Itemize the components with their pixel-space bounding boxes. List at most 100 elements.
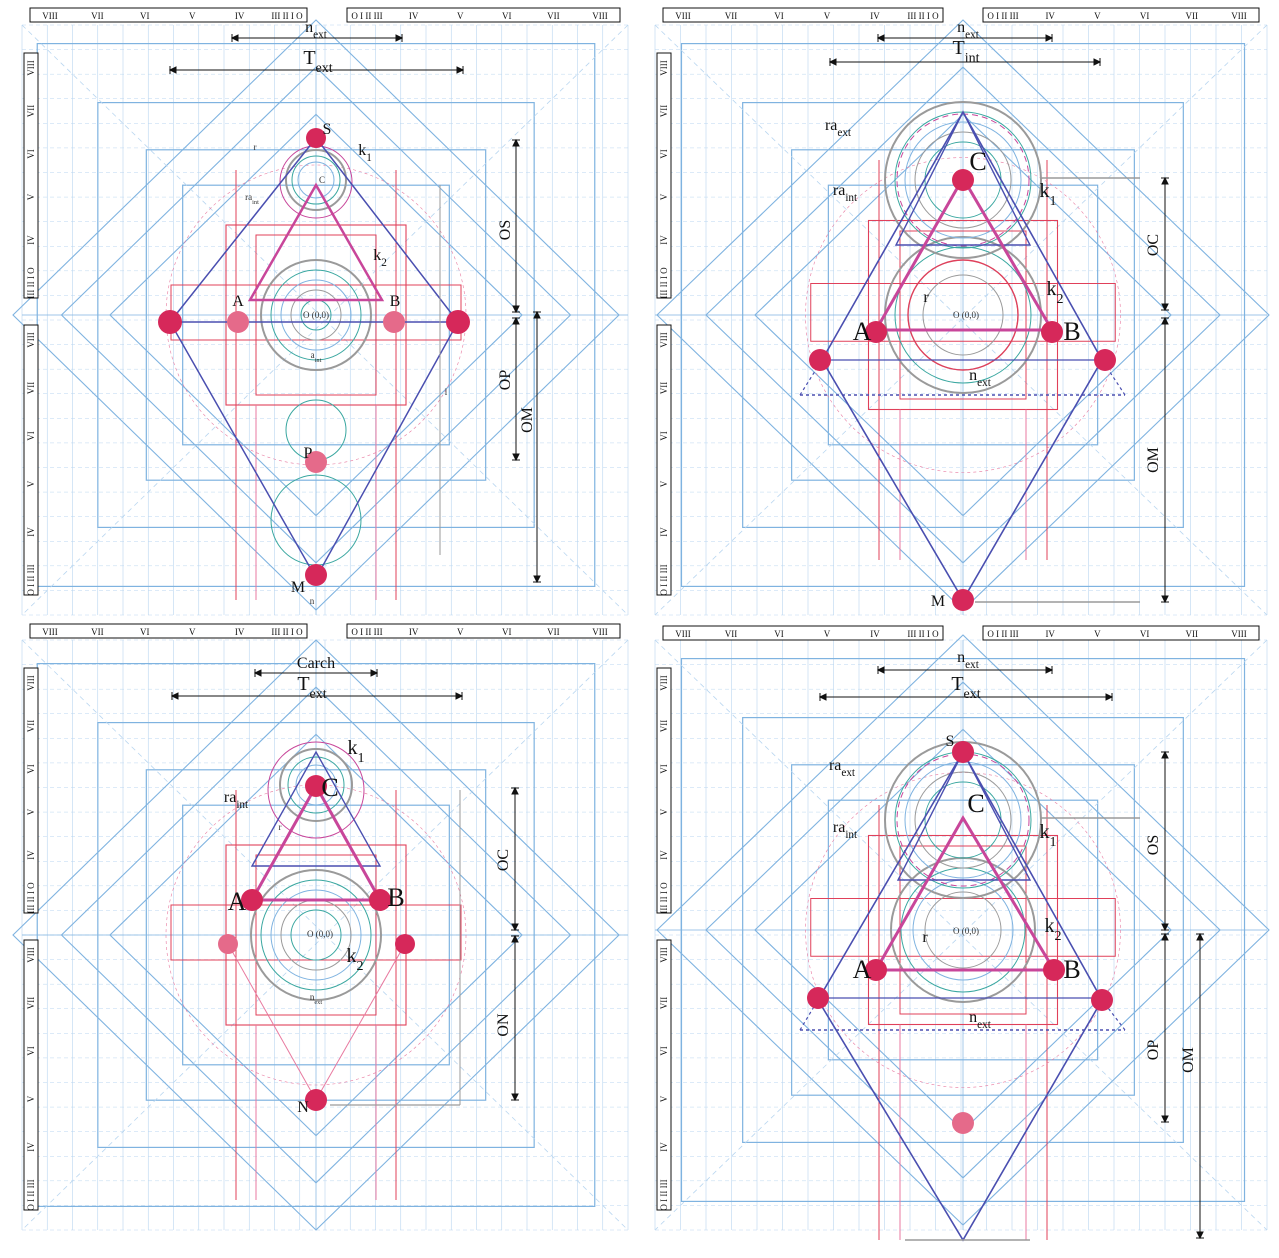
ruler-side-lower-label: VIII [26,947,36,963]
label-ra-ext: raext [825,117,852,139]
point-lower-axis [952,1112,974,1134]
label-origin: O (0,0) [303,310,329,320]
ruler-side-upper [23,667,39,914]
label-op: OP [1145,1040,1162,1061]
plan-inner-red [255,854,377,1016]
ruler-side-upper-label: IV [26,235,36,245]
circle-k1 [914,131,1012,229]
ruler-side-lower-label: VII [26,382,36,395]
ruler-top-right-label: V [1094,11,1101,21]
label-ra-ext: raext [829,757,856,779]
point-a [241,889,263,911]
label-k2: k2 [373,247,387,269]
label-origin: O (0,0) [307,929,333,939]
ruler-top-right-label: VII [547,11,560,21]
point-b [1043,959,1065,981]
ruler-side-upper-label: IV [659,235,669,245]
triangle-abc [247,182,385,302]
ruler-side-lower-label: V [26,1095,36,1102]
ruler-side-lower-label: IV [26,1142,36,1152]
triangle-abc [249,782,383,902]
circle-k2 [894,246,1032,384]
grid-diagonal [21,639,629,1231]
ruler-top-left-label: V [189,627,196,637]
ruler-side-lower-label: IV [659,527,669,537]
ruler-side-upper-label: V [659,193,669,200]
ruler-top-left-label: V [824,629,831,639]
label-om: OM [1180,1047,1197,1073]
dim-n-ext-arrow-right [1045,34,1054,42]
dim-t-ext-arrow-left [168,66,177,74]
ruler-side-lower-label: V [659,480,669,487]
point-c [305,775,327,797]
label-point-n: N [297,1099,309,1116]
grid-diagonal [21,24,629,616]
ruler-top-left-label: V [189,11,196,21]
dim-oc-arrow-top [1161,176,1169,185]
label-point-b: B [390,293,401,310]
plan-outer-red [867,834,1059,1026]
label-point-a: A [232,293,244,310]
ruler-top-left-label: VI [140,11,150,21]
ruler-side-upper-label: VIII [659,675,669,691]
circle-k1 [279,748,353,822]
ruler-top-left [662,7,944,23]
ruler-side-lower-label: IV [659,1142,669,1152]
label-n-ext-bottom: next [969,1009,992,1031]
ruler-side-upper [23,52,39,299]
dashed-base-left [799,359,823,396]
label-point-p: P [304,445,313,462]
ruler-top-right-label: VI [502,627,512,637]
ruler-side-lower-label: VIII [26,332,36,348]
point-right-outer [395,934,415,954]
label-point-m: M [291,579,305,596]
navy-upper-triangle [896,750,1032,881]
ruler-top-left-label: VIII [42,11,58,21]
navy-upper-triangle [250,750,382,867]
dim-on-arrow-bottom [511,1093,519,1102]
dim-t-ext-arrow-left [818,693,827,701]
point-left-outer [807,987,829,1009]
grid-diagonal [654,24,1268,616]
dim-om-arrow-top [1196,932,1204,941]
dim-os-arrow-bottom [512,305,520,314]
circle-k1 [291,155,341,205]
point-n [305,1089,327,1111]
ruler-top-right-label: V [1094,629,1101,639]
dashed-base-right [1101,359,1126,396]
ruler-top-right-label: O I II III [987,11,1018,21]
ruler-top-left-label: VI [140,627,150,637]
label-k2: k2 [1045,915,1062,944]
dim-n-ext-arrow-right [1045,666,1054,674]
ruler-top-left [29,623,308,639]
dim-om-arrow-bottom [1196,1231,1204,1240]
ruler-side-upper-label: V [26,808,36,815]
ruler-side-lower-label: VIII [659,947,669,963]
ruler-top-right-label: IV [1045,11,1055,21]
ruler-top-right-label: IV [409,11,419,21]
ruler-top-right-label: V [457,627,464,637]
circle-k2 [922,274,1004,356]
dim-os-arrow-bottom [1161,923,1169,932]
plan-outer-red [225,224,407,406]
point-p [305,451,327,473]
line-b-n [315,943,406,1101]
point-left-outer [218,934,238,954]
label-point-b: B [1063,317,1080,346]
ruler-top-left-label: IV [235,627,245,637]
label-op: OP [497,370,514,391]
ruler-side-lower-label: VI [659,1046,669,1056]
ruler-top-right-label: VIII [592,627,608,637]
ruler-side-upper-label: III II I O [659,267,669,299]
label-t-ext: Text [303,47,332,76]
grid-diagonal [21,24,629,616]
ruler-top-left-label: VI [774,11,784,21]
label-r-i: r [923,289,929,306]
ruler-side-upper-label: VII [26,720,36,733]
ruler-top-left-label: VII [725,629,738,639]
point-right-outer [446,310,470,334]
ruler-top-right-label: V [457,11,464,21]
